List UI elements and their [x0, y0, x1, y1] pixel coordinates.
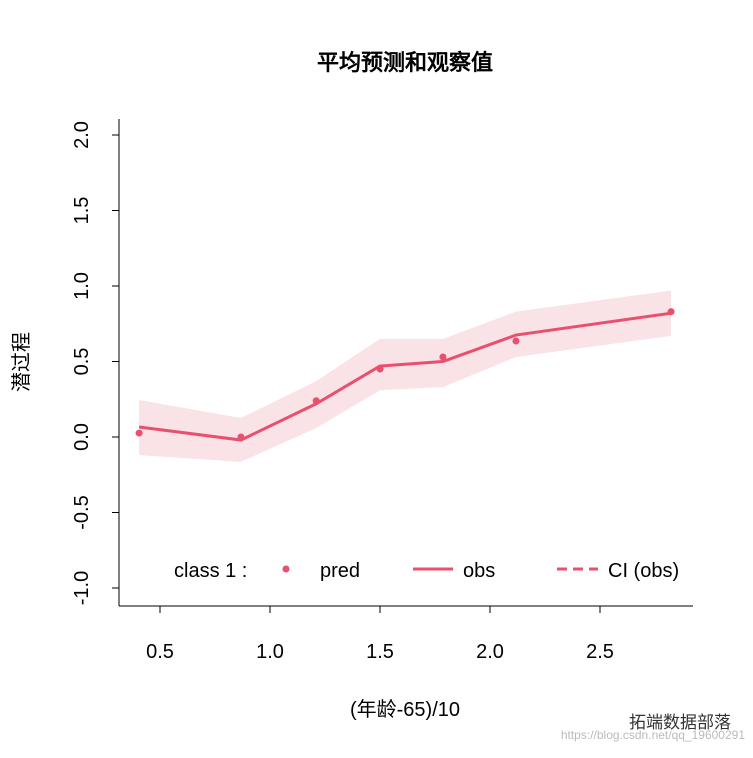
x-axis-label: (年龄-65)/10 [350, 698, 460, 721]
pred-point [312, 397, 320, 405]
pred-point [135, 429, 143, 437]
pred-point [237, 433, 245, 441]
watermark: 拓端数据部落 [629, 713, 731, 733]
chart-title: 平均预测和观察值 [317, 50, 493, 75]
y-axis-label: 潜过程 [10, 332, 33, 392]
x-tick-label: 1.5 [366, 641, 394, 663]
y-tick-label: 1.5 [71, 197, 93, 225]
x-tick-label: 1.0 [256, 641, 284, 663]
y-tick-label: 0.5 [71, 348, 93, 376]
x-tick-label: 2.5 [586, 641, 614, 663]
legend-pred-marker [282, 565, 290, 573]
y-tick-label: -1.0 [71, 571, 93, 605]
x-tick-label: 2.0 [476, 641, 504, 663]
y-tick-label: 2.0 [71, 121, 93, 149]
y-tick-label: 0.0 [71, 423, 93, 451]
legend-obs-label: obs [463, 560, 495, 582]
legend-prefix: class 1 : [174, 560, 247, 582]
pred-point [512, 337, 520, 345]
legend-pred-label: pred [320, 560, 360, 582]
x-tick-label: 0.5 [146, 641, 174, 663]
y-tick-label: 1.0 [71, 272, 93, 300]
pred-point [667, 308, 675, 316]
legend-ci-label: CI (obs) [608, 560, 679, 582]
pred-point [376, 365, 384, 373]
y-tick-label: -0.5 [71, 495, 93, 529]
watermark-url: https://blog.csdn.net/qq_19600291 [560, 728, 745, 742]
pred-point [439, 353, 447, 361]
